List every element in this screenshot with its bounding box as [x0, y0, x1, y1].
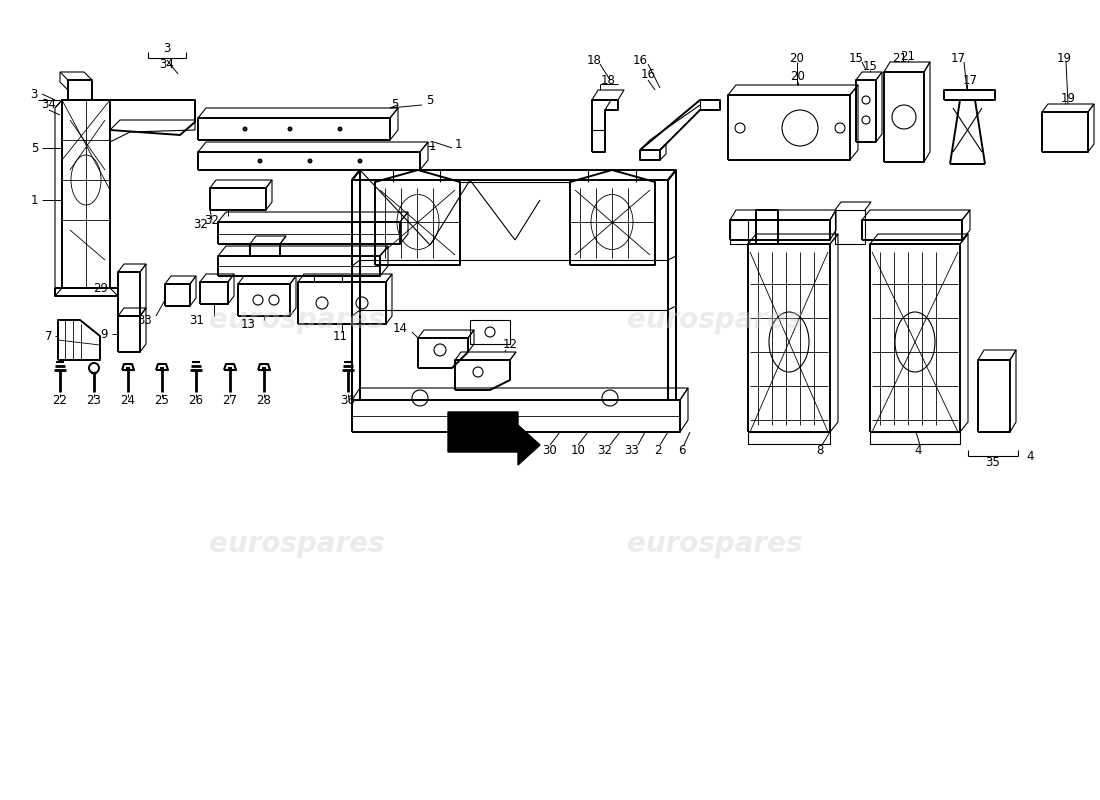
Text: 24: 24 [121, 394, 135, 406]
Text: 33: 33 [625, 443, 639, 457]
Text: 33: 33 [138, 314, 152, 326]
Text: 31: 31 [189, 314, 205, 326]
Text: 1: 1 [31, 194, 38, 206]
Text: 15: 15 [848, 51, 864, 65]
Text: 30: 30 [542, 443, 558, 457]
Text: 35: 35 [986, 455, 1000, 469]
Text: 19: 19 [1060, 91, 1076, 105]
Text: 5: 5 [392, 98, 398, 110]
Text: 17: 17 [962, 74, 978, 86]
Text: 11: 11 [332, 330, 348, 342]
Text: 5: 5 [31, 142, 38, 154]
Text: 3: 3 [31, 87, 38, 101]
Text: 28: 28 [256, 394, 272, 406]
Text: 18: 18 [601, 74, 615, 86]
Text: 34: 34 [160, 58, 175, 70]
Text: 19: 19 [1056, 51, 1071, 65]
Text: 16: 16 [632, 54, 648, 66]
Text: 16: 16 [640, 69, 656, 82]
Text: 21: 21 [892, 51, 907, 65]
Text: 32: 32 [194, 218, 208, 230]
Text: 8: 8 [816, 443, 824, 457]
Text: 22: 22 [53, 394, 67, 406]
Text: 32: 32 [597, 443, 613, 457]
Text: eurospares: eurospares [627, 306, 803, 334]
Text: eurospares: eurospares [209, 530, 385, 558]
Text: 20: 20 [791, 70, 805, 83]
Text: 14: 14 [393, 322, 408, 334]
Text: 13: 13 [241, 318, 255, 330]
Text: 29: 29 [94, 282, 108, 294]
Text: 18: 18 [586, 54, 602, 66]
Text: 10: 10 [571, 443, 585, 457]
Text: 23: 23 [87, 394, 101, 406]
Polygon shape [448, 412, 540, 465]
Text: 3: 3 [163, 42, 170, 54]
Text: 17: 17 [950, 51, 966, 65]
Text: 25: 25 [155, 394, 169, 406]
Text: 1: 1 [454, 138, 462, 150]
Text: 26: 26 [188, 394, 204, 406]
Text: 6: 6 [679, 443, 685, 457]
Text: 15: 15 [862, 59, 878, 73]
Text: 36: 36 [341, 394, 355, 406]
Text: 34: 34 [42, 98, 56, 111]
Text: 2: 2 [654, 443, 662, 457]
Text: 27: 27 [222, 394, 238, 406]
Text: 1: 1 [428, 139, 436, 153]
Text: 4: 4 [1026, 450, 1034, 462]
Text: 5: 5 [427, 94, 433, 106]
Text: 20: 20 [790, 51, 804, 65]
Text: 7: 7 [44, 330, 52, 342]
Text: eurospares: eurospares [627, 530, 803, 558]
Text: 32: 32 [205, 214, 219, 226]
Text: 12: 12 [503, 338, 517, 351]
Text: 21: 21 [901, 50, 915, 62]
Text: 4: 4 [914, 443, 922, 457]
Text: 9: 9 [100, 327, 108, 341]
Text: eurospares: eurospares [209, 306, 385, 334]
